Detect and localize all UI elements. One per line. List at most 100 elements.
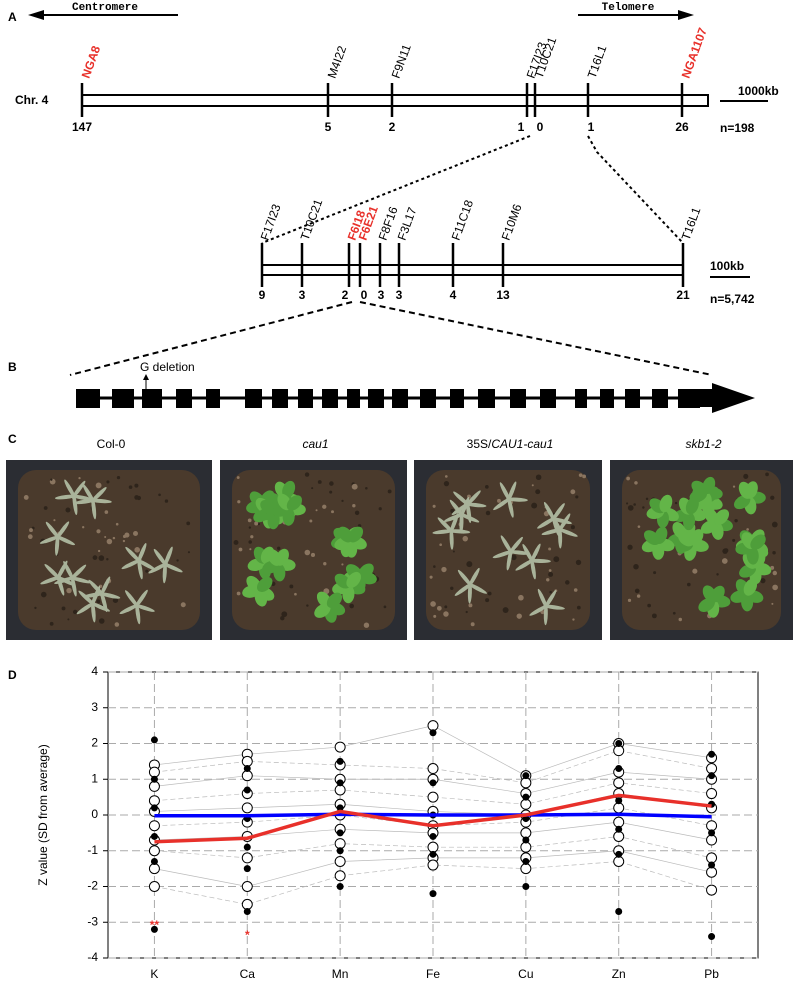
recombinant-count: 0 [361,288,368,302]
marker-name: F11C18 [449,198,477,242]
soil-grain [678,617,683,622]
leaf [56,574,65,596]
leaf [286,495,302,511]
leaf [443,513,465,522]
soil-grain [548,547,552,551]
sample-point [613,816,625,828]
soil-grain [248,526,252,529]
sample-point [148,820,160,832]
leaf [529,604,549,616]
soil-grain [61,606,66,611]
soil-grain [548,569,552,572]
sample-point [148,845,160,857]
sample-point [429,832,437,840]
soil-grain [549,590,552,594]
marker-name: M4I22 [325,44,350,80]
soil-grain [637,525,641,528]
soil-grain [626,476,630,481]
exon [112,389,134,408]
soil-grain [341,499,344,503]
soil-grain [653,571,657,575]
leaf [685,497,699,515]
marker-name: F10M6 [499,202,525,242]
soil-grain [387,489,392,494]
leaf [654,526,668,545]
sample-point [706,820,718,832]
soil-grain [548,572,554,577]
sample-point [148,766,160,778]
soil-grain [450,508,455,513]
leaf [537,516,557,529]
soil-grain [746,528,749,531]
sample-point [150,925,158,933]
leaf [55,494,77,500]
exon [625,389,640,408]
leaf [702,476,716,495]
leaf [256,576,273,593]
exon [298,389,313,408]
soil-grain [743,473,749,479]
soil-grain [633,503,636,506]
sample-point [150,832,158,840]
leaf [499,482,511,502]
sample-point [336,757,344,765]
soil-grain [53,519,56,522]
recombinant-count: 2 [342,288,349,302]
leaf [500,535,513,555]
arrowhead [28,10,44,20]
photo-caption: cau1 [302,437,328,451]
sample-point [706,788,718,800]
leaf [54,535,76,546]
panel-label: B [8,360,17,374]
leaf [659,494,673,513]
soil-grain [540,610,545,615]
exon [272,389,288,408]
soil-grain [627,505,634,511]
soil-grain [470,622,475,627]
mean-line [154,793,712,844]
soil-grain [352,504,356,508]
soil-grain [573,588,578,592]
soil-grain [487,591,492,596]
zoom-line [261,135,531,244]
soil-grain [770,565,775,570]
n-label: n=5,742 [710,292,755,306]
soil-grain [626,502,629,505]
y-tick-label: -4 [87,950,98,964]
panel-label: A [8,10,17,24]
leaf [493,497,512,511]
soil-grain [531,484,534,487]
recombinant-count: 1 [518,120,525,134]
soil-grain [378,507,382,511]
exon [652,389,668,408]
soil-grain [441,566,447,573]
soil-grain [310,552,316,558]
soil-grain [485,485,489,489]
leaf [549,513,562,533]
leaf [334,573,351,589]
exon [478,389,495,408]
soil-grain [576,605,581,610]
soil-grain [645,497,649,501]
soil-grain [309,519,313,523]
soil-grain [363,622,370,628]
leaf [100,590,108,612]
soil-grain [572,618,575,621]
sample-point [615,850,623,858]
leaf [137,543,147,564]
soil-grain [450,586,454,590]
sample-point [615,765,623,773]
soil-grain [432,504,436,508]
leaf [750,534,766,550]
caption-part: Col-0 [97,437,126,451]
exon-end [700,383,755,413]
soil-grain [236,591,241,596]
leaf [69,564,87,581]
soil-grain [281,611,288,618]
exon [142,389,162,408]
soil-grain [436,605,442,611]
leaf [82,592,105,598]
leaf [121,558,142,570]
soil-grain [642,506,645,509]
